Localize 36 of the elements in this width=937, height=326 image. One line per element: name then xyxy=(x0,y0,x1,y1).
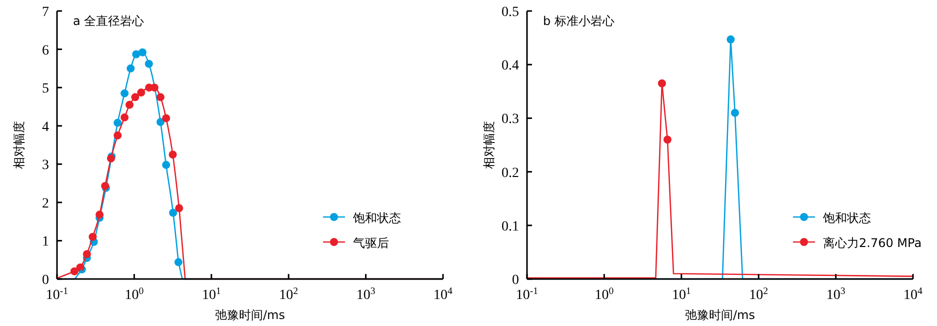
x-tick-label: 10$^{3}$ xyxy=(356,286,376,303)
x-tick-label: 10$^{0}$ xyxy=(594,286,614,303)
y-tick-label: 0.1 xyxy=(502,219,519,234)
x-axis-title: 弛豫时间/ms xyxy=(215,308,285,322)
y-axis-title: 相对幅度 xyxy=(482,121,496,169)
y-axis-title: 相对幅度 xyxy=(12,121,26,169)
x-tick-label: 10$^{1}$ xyxy=(202,286,221,303)
legend-label: 离心力2.760 MPa xyxy=(823,236,922,250)
x-tick-label: 10$^{-1}$ xyxy=(46,286,68,303)
chart-title: a 全直径岩心 xyxy=(73,14,144,28)
x-tick-label: 10$^{3}$ xyxy=(826,286,846,303)
x-tick-label: 10$^{-1}$ xyxy=(516,286,538,303)
y-tick-label: 0.3 xyxy=(502,112,519,128)
y-tick-label: 0 xyxy=(512,273,519,288)
y-tick-label: 0 xyxy=(42,273,49,288)
x-tick-label: 10$^{2}$ xyxy=(279,286,298,303)
y-tick-label: 4 xyxy=(42,120,49,135)
x-tick-label: 10$^{4}$ xyxy=(904,286,923,303)
y-tick-label: 5 xyxy=(42,82,49,97)
y-tick-label: 1 xyxy=(42,234,49,250)
y-tick-label: 3 xyxy=(42,158,49,174)
legend-label: 气驱后 xyxy=(353,236,389,250)
x-axis-title: 弛豫时间/ms xyxy=(685,308,755,322)
chart-title: b 标准小岩心 xyxy=(543,14,614,28)
y-tick-label: 0.2 xyxy=(502,166,519,181)
legend-label: 饱和状态 xyxy=(352,211,401,225)
legend-label: 饱和状态 xyxy=(822,211,871,225)
y-tick-label: 0.4 xyxy=(502,58,519,74)
y-tick-label: 0.5 xyxy=(502,5,519,20)
y-tick-label: 2 xyxy=(42,196,49,212)
x-tick-label: 10$^{4}$ xyxy=(434,286,453,303)
x-tick-label: 10$^{1}$ xyxy=(672,286,691,303)
x-tick-label: 10$^{0}$ xyxy=(124,286,144,303)
y-tick-label: 7 xyxy=(42,5,49,20)
x-tick-label: 10$^{2}$ xyxy=(749,286,768,303)
y-tick-label: 6 xyxy=(42,43,49,58)
